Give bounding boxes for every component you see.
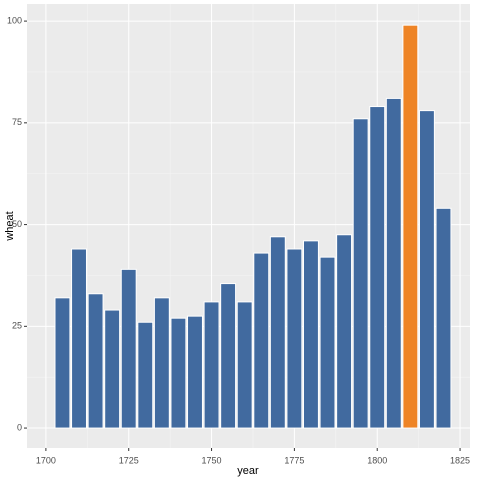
bar [418,110,435,429]
bar [236,301,253,429]
bar [87,293,104,429]
bar [286,248,303,429]
y-tick-label: 75 [12,117,22,127]
x-tick-label: 1800 [367,455,387,465]
x-tick-label: 1750 [202,455,222,465]
y-axis-title: wheat [4,211,16,241]
y-tick-label: 0 [17,422,22,432]
bar [153,297,170,429]
bar [170,317,187,429]
bar [303,240,319,429]
bar [71,248,87,429]
bar [137,321,154,429]
bar [319,256,336,429]
bar [120,268,137,429]
x-tick-label: 1825 [450,455,470,465]
bar [269,236,286,429]
bar [54,297,71,429]
bar [352,118,369,429]
bar [104,309,121,429]
y-tick-label: 25 [12,321,22,331]
bar [187,315,203,429]
bar [369,106,386,429]
x-tick-label: 1725 [119,455,139,465]
bar [402,24,419,429]
bar [220,283,237,429]
bar [203,301,220,429]
bar [336,234,353,429]
bar [435,207,452,429]
x-tick-label: 1775 [284,455,304,465]
x-tick-label: 1700 [36,455,56,465]
bar [385,97,402,429]
y-tick-label: 50 [12,219,22,229]
y-tick-label: 100 [7,15,22,25]
x-axis-title: year [237,465,259,477]
bar [253,252,270,429]
